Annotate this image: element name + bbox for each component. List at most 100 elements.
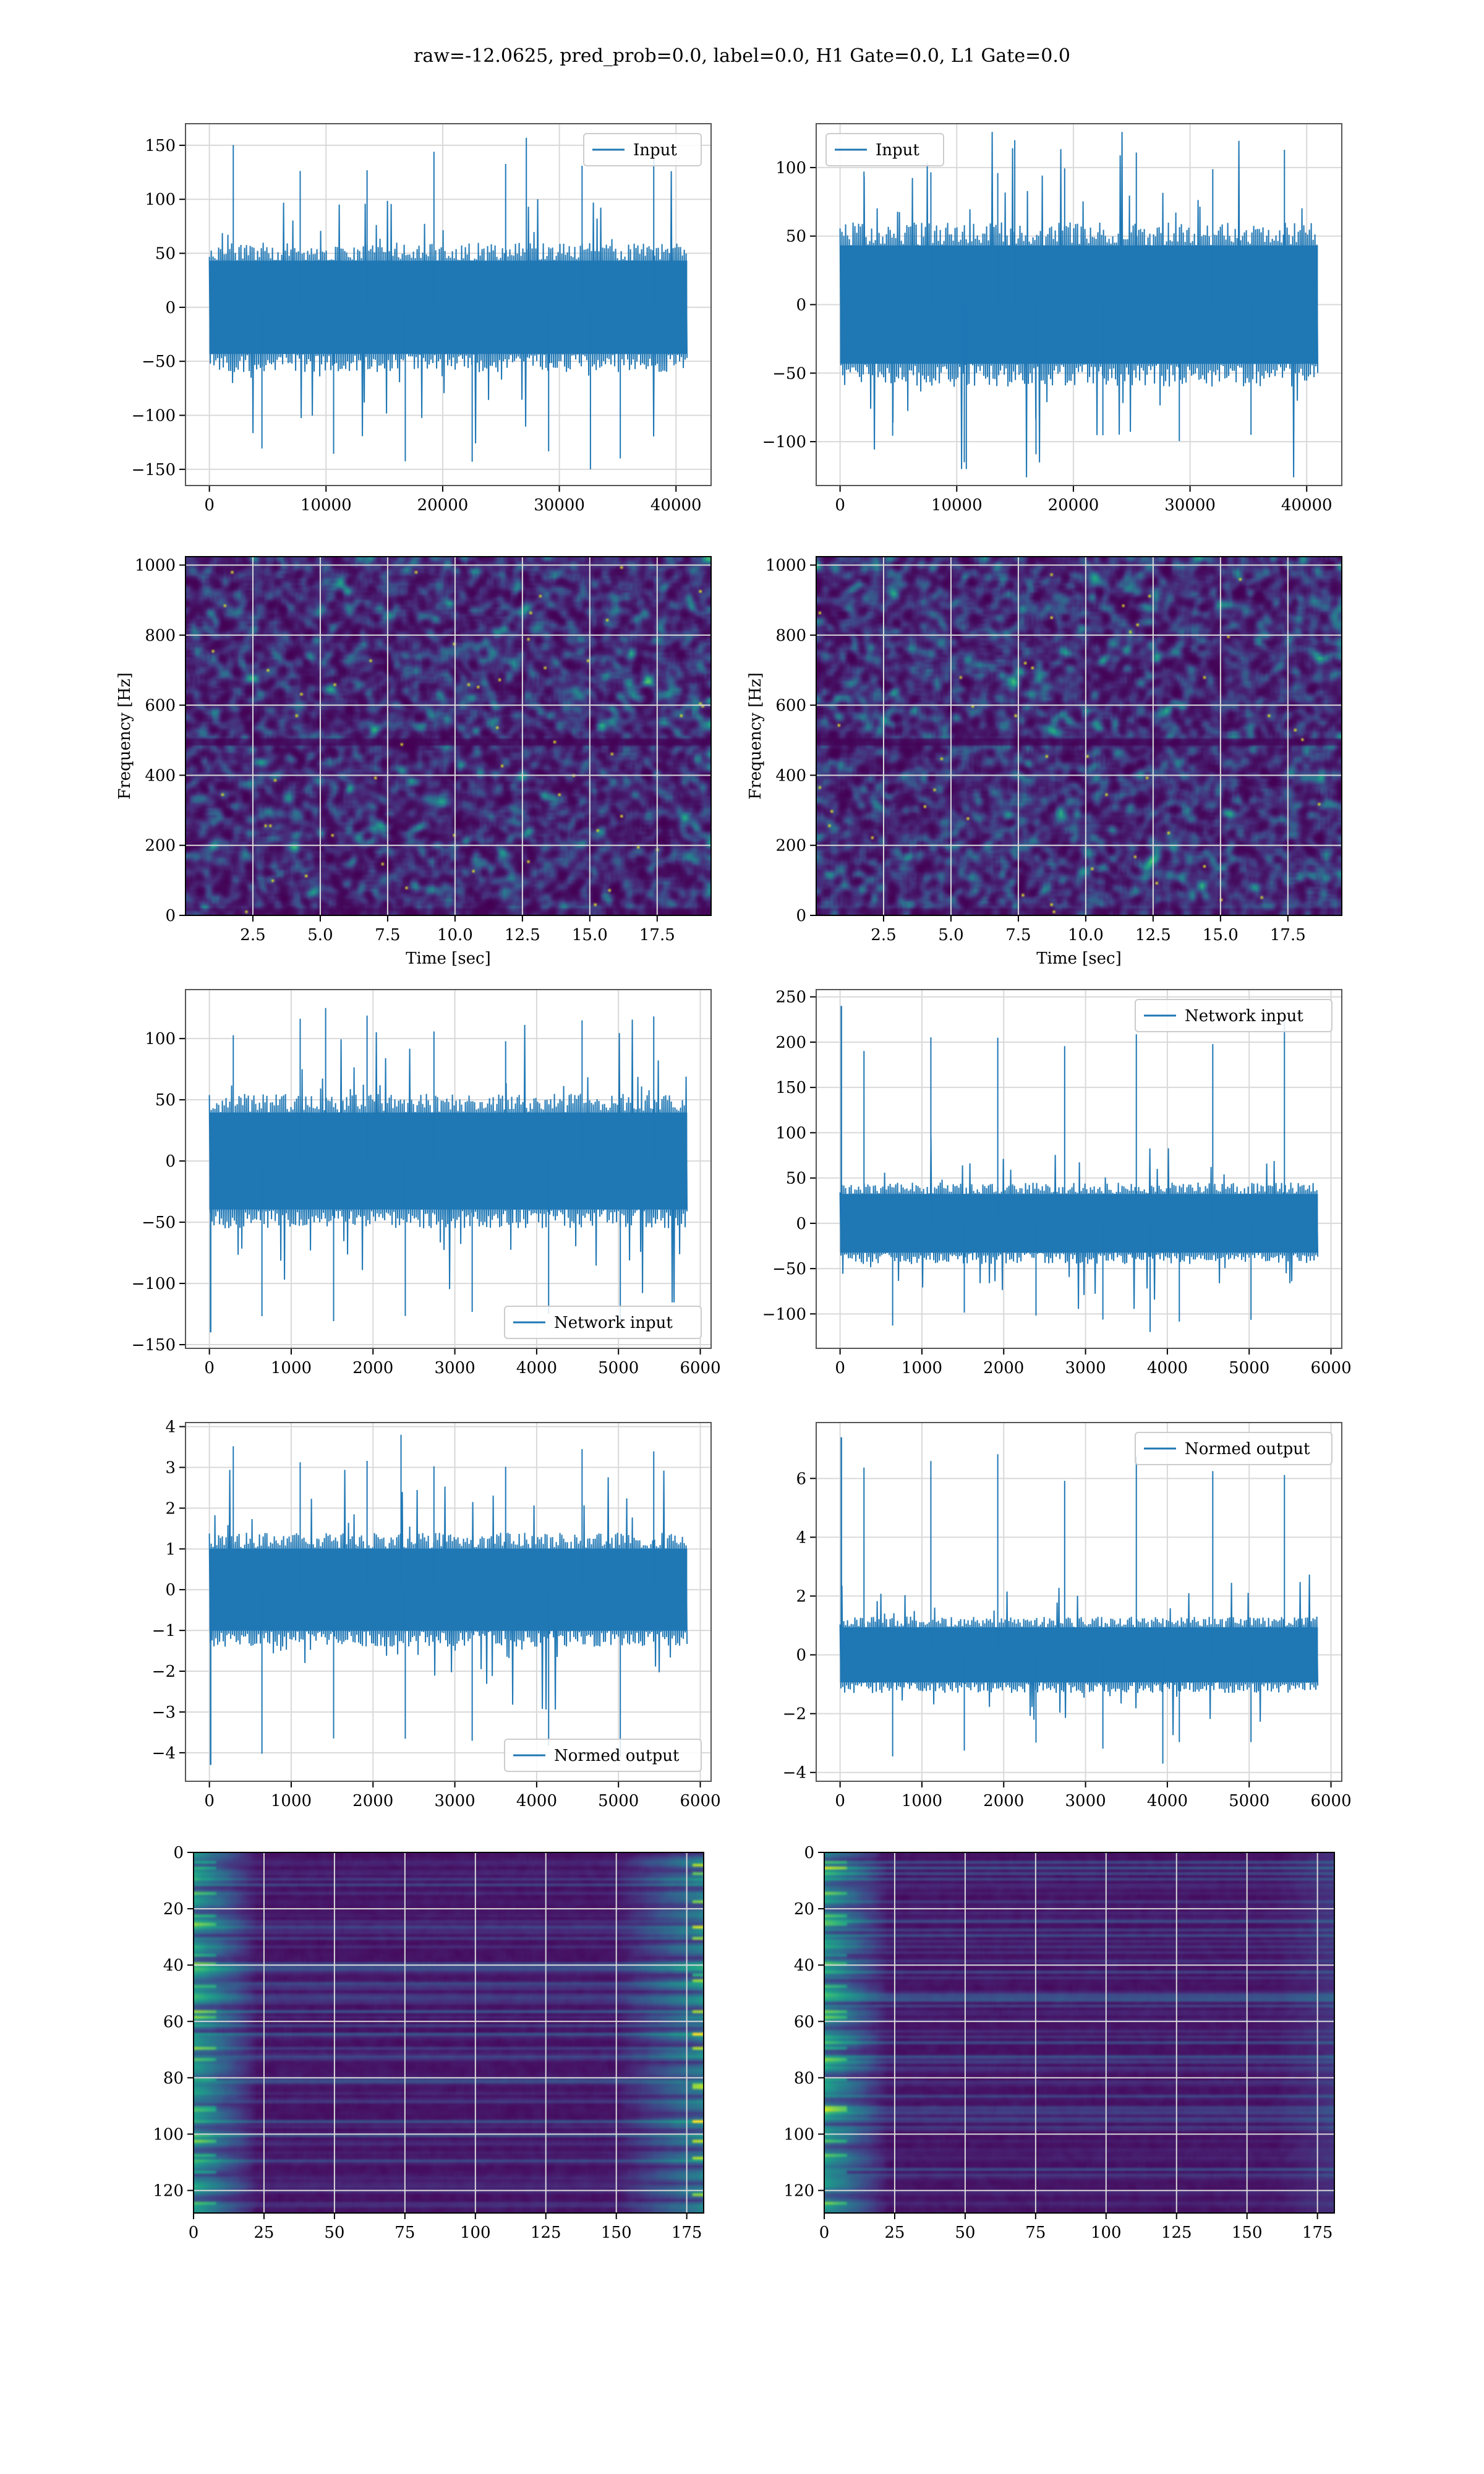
x-axis-label: Time [sec]	[406, 949, 491, 968]
y-tick-label: 1000	[135, 557, 176, 575]
x-tick-label: 4000	[1147, 1792, 1188, 1810]
y-tick-label: 100	[145, 1030, 176, 1048]
y-tick-label: 6	[796, 1470, 806, 1488]
y-tick-label: 0	[165, 1581, 176, 1599]
x-tick-label: 75	[394, 2224, 415, 2242]
y-tick-label: 400	[145, 766, 176, 785]
x-tick-label: 10.0	[437, 926, 473, 944]
y-tick-label: −4	[783, 1764, 806, 1783]
x-tick-label: 2.5	[240, 926, 265, 944]
x-tick-label: 6000	[1310, 1792, 1351, 1810]
x-tick-label: 175	[672, 2224, 702, 2242]
legend: Input	[583, 133, 702, 166]
y-tick-label: 50	[786, 228, 806, 246]
y-tick-label: −2	[783, 1705, 806, 1724]
y-tick-label: 100	[775, 159, 806, 178]
y-tick-label: −2	[152, 1663, 176, 1681]
x-tick-label: 0	[204, 1792, 215, 1810]
x-tick-label: 50	[324, 2224, 344, 2242]
x-tick-label: 0	[835, 496, 845, 515]
x-tick-label: 15.0	[572, 926, 608, 944]
x-tick-label: 5000	[1229, 1359, 1269, 1377]
axes-frame	[185, 556, 712, 916]
spectrogram-image	[186, 557, 711, 915]
y-tick-label: 0	[173, 1844, 184, 1862]
y-tick-label: 150	[775, 1079, 806, 1097]
y-tick-label: 200	[145, 837, 176, 855]
x-axis-label: Time [sec]	[1036, 949, 1122, 968]
x-tick-label: 3000	[1065, 1792, 1106, 1810]
x-tick-label: 5000	[1229, 1792, 1269, 1810]
x-tick-label: 3000	[434, 1792, 475, 1810]
y-tick-label: 3	[165, 1459, 176, 1478]
x-tick-label: 0	[204, 1359, 215, 1377]
x-tick-label: 50	[955, 2224, 975, 2242]
x-tick-label: 4000	[1147, 1359, 1188, 1377]
x-tick-label: 100	[460, 2224, 491, 2242]
panel-normed-output-l1: 0 1000 2000 3000 4000 5000 6000 −4 −2 0 2 4 6 Normed …	[783, 1422, 1352, 1810]
x-tick-label: 25	[884, 2224, 905, 2242]
x-tick-label: 6000	[680, 1359, 720, 1377]
x-tick-label: 2.5	[871, 926, 896, 944]
y-tick-label: 0	[165, 299, 176, 317]
legend: Input	[825, 133, 944, 166]
axes-frame	[185, 989, 712, 1349]
y-tick-label: 1000	[765, 557, 806, 575]
y-tick-label: 0	[796, 907, 806, 925]
legend-box	[825, 133, 944, 166]
axes-frame	[185, 1422, 712, 1782]
series-core	[209, 260, 688, 354]
x-tick-label: 150	[1232, 2224, 1263, 2242]
y-tick-label: 250	[775, 988, 806, 1007]
legend-box	[583, 133, 702, 166]
y-tick-label: 0	[165, 1152, 176, 1171]
panel-normed-output-h1: 0 1000 2000 3000 4000 5000 6000 −4 −3 −2 −1 0 1 2 3 4 No…	[152, 1418, 721, 1810]
y-tick-label: 150	[145, 137, 176, 155]
x-tick-label: 1000	[271, 1792, 312, 1810]
y-tick-label: 50	[786, 1170, 806, 1188]
y-tick-label: −3	[152, 1703, 176, 1722]
y-tick-label: 0	[796, 296, 806, 315]
y-tick-label: 40	[163, 1956, 184, 1975]
legend-label: Network input	[554, 1314, 673, 1332]
series-core	[209, 1112, 688, 1210]
x-tick-label: 4000	[516, 1359, 557, 1377]
y-tick-label: 800	[145, 627, 176, 645]
axes-frame	[816, 123, 1342, 486]
y-tick-label: −100	[132, 406, 176, 425]
x-tick-label: 17.5	[639, 926, 675, 944]
x-tick-label: 1000	[271, 1359, 312, 1377]
axes-frame	[816, 1422, 1342, 1782]
legend-label: Normed output	[554, 1747, 680, 1765]
axes-frame	[824, 1852, 1335, 2214]
y-tick-label: −50	[142, 1213, 176, 1232]
x-tick-label: 3000	[1065, 1359, 1106, 1377]
y-tick-label: 50	[155, 245, 176, 263]
panel-input-h1: 0 10000 20000 30000 40000 −150 −100 −50 0 50 100 15…	[132, 123, 712, 515]
panel-features-l1: 0 25 50 75 100 125 150 175 0 20 40 60 80 100 120	[783, 1844, 1335, 2242]
y-axis-label: Frequency [Hz]	[116, 672, 134, 800]
y-tick-label: 2	[796, 1587, 806, 1606]
feature-map-image	[824, 1852, 1334, 2213]
y-tick-label: 800	[775, 627, 806, 645]
y-tick-label: 120	[153, 2182, 184, 2201]
y-tick-label: 400	[775, 766, 806, 785]
y-tick-label: −50	[772, 364, 806, 383]
y-tick-label: −1	[152, 1622, 176, 1640]
y-tick-label: 50	[155, 1091, 176, 1110]
panel-spectrogram-l1: 2.5 5.0 7.5 10.0 12.5 15.0 17.5 0 200 400 600 800 10…	[746, 556, 1342, 968]
y-tick-label: −4	[152, 1744, 176, 1763]
series-core	[209, 1548, 688, 1631]
series-core	[840, 1627, 1318, 1683]
legend: Network input	[504, 1306, 702, 1339]
plot-area	[816, 1423, 1342, 1781]
x-tick-label: 0	[819, 2224, 830, 2242]
x-tick-label: 5000	[598, 1792, 639, 1810]
x-tick-label: 3000	[434, 1359, 475, 1377]
y-tick-label: 600	[775, 696, 806, 715]
x-tick-label: 2000	[352, 1359, 393, 1377]
x-tick-label: 175	[1302, 2224, 1333, 2242]
y-tick-label: 0	[165, 907, 176, 925]
x-tick-label: 30000	[1164, 496, 1216, 515]
y-tick-label: −100	[762, 433, 806, 452]
